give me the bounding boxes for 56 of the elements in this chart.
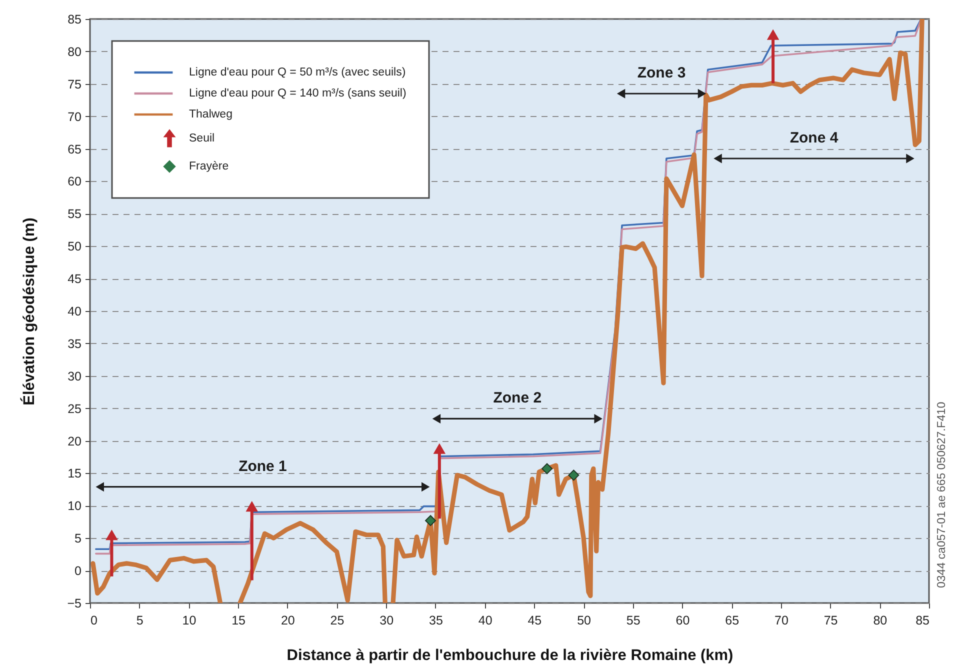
- y-tick-label: 5: [74, 532, 82, 546]
- point: [106, 530, 118, 540]
- y-tick-label: −5: [67, 596, 82, 610]
- y-tick-label: 60: [68, 174, 82, 189]
- y-tick-label: 85: [68, 12, 82, 26]
- legend-label: Ligne d'eau pour Q = 50 m³/s (avec seuils): [189, 66, 406, 78]
- annotation: Zone 4: [790, 130, 839, 147]
- annotation: Zone 2: [493, 390, 542, 407]
- y-tick-label: 55: [68, 207, 82, 222]
- y-tick-label: 30: [68, 369, 82, 384]
- point: [766, 29, 780, 40]
- y-tick-label: 0: [74, 564, 82, 578]
- annotation: Zone 1: [238, 458, 287, 475]
- legend-label: Thalweg: [189, 108, 232, 120]
- y-tick-label: 15: [68, 466, 82, 481]
- x-tick-label: 40: [478, 614, 492, 628]
- legend-label: Seuil: [189, 132, 215, 144]
- y-tick-label: 80: [68, 44, 82, 59]
- x-tick-label: 10: [182, 614, 196, 628]
- x-tick-label: 5: [136, 614, 144, 628]
- x-tick-label: 0: [90, 614, 98, 628]
- annotation: Zone 3: [637, 64, 686, 82]
- legend-label: Ligne d'eau pour Q = 140 m³/s (sans seuil): [189, 88, 406, 100]
- x-tick-label: 55: [626, 614, 640, 628]
- text: 0344 ca057-01 ae 665 050627.F410: [936, 402, 948, 588]
- point: [433, 443, 446, 454]
- y-tick-label: 25: [68, 402, 82, 416]
- y-tick-label: 75: [68, 77, 82, 92]
- y-tick-label: 70: [68, 110, 82, 124]
- x-tick-label: 85: [916, 614, 930, 628]
- x-tick-label: 25: [330, 614, 344, 628]
- legend-label: Frayère: [189, 160, 229, 172]
- point: [568, 470, 580, 481]
- x-tick-label: 45: [528, 614, 542, 628]
- y-axis-title: Élévation géodésique (m): [20, 218, 38, 406]
- x-tick-label: 80: [873, 614, 888, 628]
- x-tick-label: 50: [577, 614, 592, 628]
- x-axis-title: Distance à partir de l'embouchure de la rivière Romaine (km): [286, 647, 734, 664]
- x-tick-label: 30: [380, 614, 394, 628]
- y-tick-label: 45: [68, 272, 82, 286]
- y-tick-label: 50: [68, 240, 82, 254]
- x-tick-label: 20: [280, 614, 295, 628]
- x-tick-label: 35: [429, 614, 443, 628]
- x-tick-label: 70: [774, 614, 788, 628]
- x-tick-label: 75: [824, 614, 838, 628]
- y-tick-label: 40: [68, 304, 82, 318]
- y-tick-label: 35: [68, 336, 82, 351]
- point: [425, 515, 436, 526]
- x-tick-label: 65: [725, 614, 740, 628]
- y-tick-label: 20: [68, 434, 82, 448]
- y-tick-label: 65: [68, 142, 82, 156]
- x-tick-label: 15: [232, 614, 246, 628]
- y-tick-label: 10: [68, 499, 82, 514]
- x-tick-label: 60: [676, 614, 690, 628]
- point: [246, 501, 258, 512]
- point: [542, 463, 553, 474]
